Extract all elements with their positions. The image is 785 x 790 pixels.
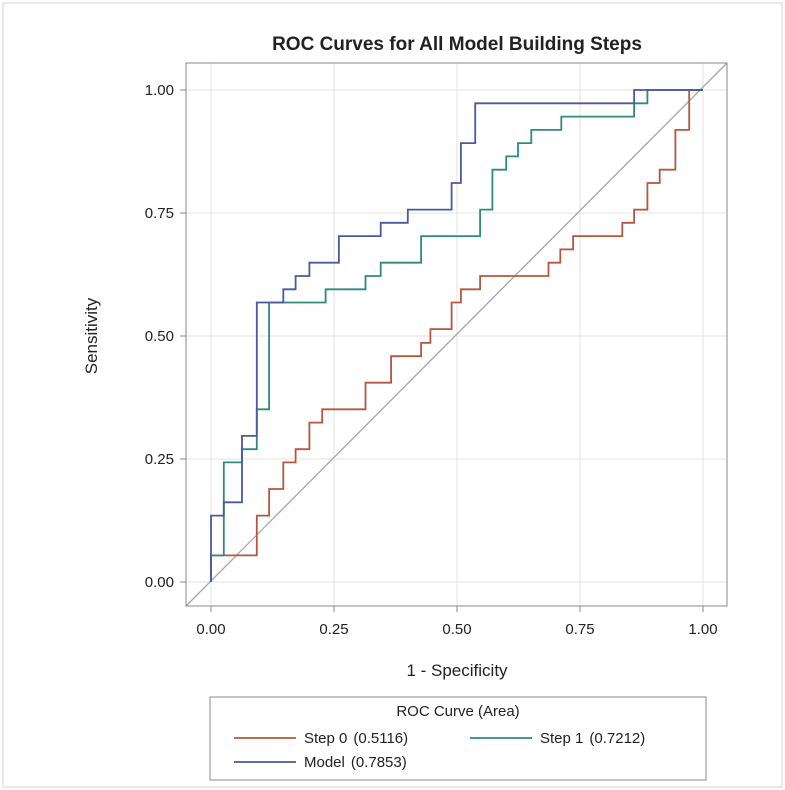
x-tick-label: 0.75 (565, 621, 594, 638)
y-tick-label: 1.00 (145, 82, 174, 99)
legend-items: Step 0 (0.5116) Step 1 (0.7212) Model (0.7853… (234, 730, 645, 771)
legend-label-model: Model (0.7853) (304, 754, 407, 771)
y-tick-label: 0.50 (145, 328, 174, 345)
legend-label-step-0: Step 0 (0.5116) (304, 730, 408, 747)
legend-title: ROC Curve (Area) (396, 703, 519, 720)
roc-curve-model (210, 89, 703, 582)
roc-curve-step-1 (210, 89, 703, 582)
x-tick-label: 0.50 (442, 621, 471, 638)
x-axis-label: 1 - Specificity (406, 661, 508, 680)
x-tick-label: 0.00 (196, 621, 225, 638)
axis-ticks: 0.00 0.00 0.25 0.25 0.50 0.50 0.75 0.75 1.00 1.00 (145, 82, 718, 638)
roc-curves (210, 89, 703, 582)
reference-diagonal (185, 62, 728, 607)
y-tick-label: 0.00 (145, 574, 174, 591)
legend-label-step-1: Step 1 (0.7212) (540, 730, 645, 747)
roc-curve-step-0 (210, 89, 703, 582)
x-tick-label: 0.25 (319, 621, 348, 638)
y-tick-label: 0.75 (145, 205, 174, 222)
y-tick-label: 0.25 (145, 451, 174, 468)
y-axis-label: Sensitivity (82, 297, 101, 374)
legend: ROC Curve (Area) Step 0 (0.5116) Step 1 (0.… (209, 696, 707, 781)
x-tick-label: 1.00 (688, 621, 717, 638)
chart-title: ROC Curves for All Model Building Steps (272, 34, 642, 55)
